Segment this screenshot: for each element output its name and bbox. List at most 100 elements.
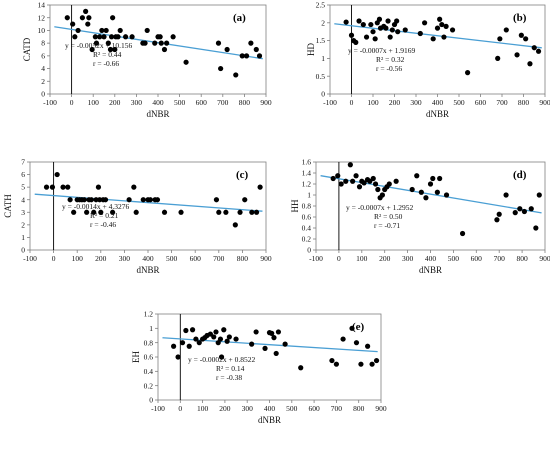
data-point [298,365,304,371]
y-tick-label: 1 [321,54,325,63]
data-point [517,206,523,212]
regression-annotation: r = -0.56 [376,64,402,73]
data-point [363,34,370,40]
regression-annotation: r = -0.46 [90,220,116,229]
data-point [335,173,341,179]
trendline [334,23,542,49]
data-point [83,8,89,14]
data-point [409,186,415,193]
panel-d: -100 0 100 200 300 400 500 600 700 800 90000.20.40… [290,158,550,275]
x-tick-label: 800 [237,254,249,263]
data-point [414,173,420,179]
y-tick-label: 0.4 [302,224,312,233]
data-point [103,27,109,34]
y-tick-label: 0.2 [144,381,154,390]
x-tick-label: 0 [70,98,74,107]
data-point [218,65,224,72]
data-point [224,338,230,344]
data-point [353,173,359,179]
x-tick-label: 900 [375,404,387,413]
data-point [262,345,268,351]
y-tick-label: 0.6 [144,353,154,362]
y-tick-label: 1 [307,191,311,200]
data-point [126,197,132,203]
data-point [86,15,92,21]
data-point [373,357,380,364]
x-tick-label: 300 [402,254,414,263]
data-point [383,25,389,31]
regression-annotation: R² = 0.21 [90,211,119,220]
data-point [353,340,360,346]
data-point [348,32,355,38]
x-tick-label: 200 [109,98,121,107]
regression-annotation: r = -0.66 [93,59,119,68]
data-point [395,29,401,35]
data-point [98,209,104,215]
x-tick-label: 500 [448,254,460,263]
data-point [372,181,379,187]
data-point [343,178,349,184]
data-point [123,34,129,40]
y-tick-label: 6 [41,51,45,60]
data-point [213,329,219,335]
data-point [183,59,189,65]
x-tick-label: 300 [131,98,143,107]
data-point [164,40,170,46]
data-point [249,341,255,347]
data-point [88,197,94,203]
y-tick-label: 1.2 [302,180,312,189]
x-tick-label: 200 [379,254,391,263]
panel-letter: (e) [352,321,365,333]
data-point [65,184,71,190]
data-point [105,40,111,46]
x-tick-label: 300 [119,254,131,263]
data-point [372,36,378,42]
data-point [370,175,376,182]
x-tick-label: 400 [432,98,444,107]
x-tick-label: 900 [539,98,550,107]
data-point [379,192,386,198]
data-point [514,52,520,58]
data-point [271,335,277,341]
data-point [465,70,471,76]
panel-b: -100 0 100 200 300 400 500 600 700 800 90000.511.5… [306,1,550,119]
data-point [186,343,192,349]
data-point [333,361,339,367]
x-tick-label: 300 [410,98,422,107]
y-tick-label: 0.8 [302,202,312,211]
data-point [216,209,222,215]
data-point [275,329,282,335]
y-axis-title: CATD [22,37,32,61]
data-point [71,209,77,215]
data-point [93,40,100,46]
data-point [494,217,500,223]
y-tick-label: 1.5 [316,36,326,45]
data-point [375,186,381,193]
y-tick-label: 10 [38,26,46,35]
y-tick-label: 0.2 [302,235,312,244]
x-tick-label: 0 [350,98,354,107]
data-point [370,29,376,35]
y-tick-label: 1.2 [144,310,154,319]
data-point [81,197,87,203]
y-tick-label: 2 [41,77,45,86]
panel-a: -100 0 100 200 300 400 500 600 700 800 90002468101… [22,1,272,119]
data-point [152,40,158,46]
y-tick-label: 5 [21,183,25,192]
trendline [34,193,263,212]
data-point [170,34,176,40]
trendline [162,337,378,353]
trendline [54,26,263,60]
data-point [393,178,399,184]
data-point [330,175,336,182]
data-point [154,197,161,203]
data-point [157,34,163,40]
data-point [221,327,227,333]
x-tick-label: 800 [516,254,528,263]
data-point [430,36,436,42]
x-axis-title: dNBR [136,265,159,275]
x-tick-label: -100 [43,98,57,107]
x-tick-label: 100 [367,98,379,107]
y-tick-label: 1 [21,233,25,242]
